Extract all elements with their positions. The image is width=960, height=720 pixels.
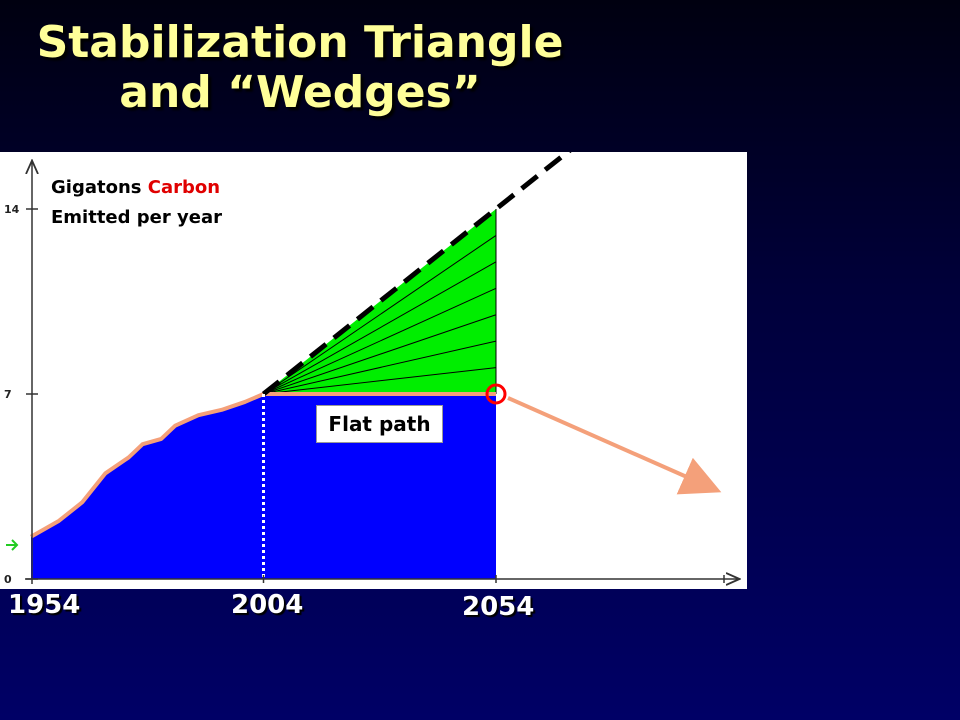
title-line-2: and “Wedges” bbox=[119, 67, 481, 118]
chart-panel: Gigatons Carbon Emitted per year 0 7 14 bbox=[0, 152, 747, 589]
wedge-divider bbox=[263, 340, 497, 395]
x-tick-label-2004: 2004 bbox=[231, 590, 304, 620]
slide-title: Stabilization Triangle and “Wedges” bbox=[0, 18, 600, 118]
wedge-divider bbox=[263, 261, 497, 395]
x-tick-label-2054: 2054 bbox=[462, 592, 535, 622]
y-axis-label-prefix: Gigatons bbox=[51, 177, 148, 198]
y-axis-label-line-2: Emitted per year bbox=[51, 207, 222, 228]
y-tick-label: 0 bbox=[4, 573, 12, 586]
wedge-divider bbox=[263, 287, 497, 395]
wedge-divider bbox=[263, 235, 497, 395]
wedge-divider bbox=[263, 367, 497, 395]
y-tick-label: 14 bbox=[4, 203, 20, 216]
y-axis-label-carbon: Carbon bbox=[148, 177, 220, 198]
start-indicator-arrow bbox=[6, 539, 19, 551]
x-tick-label-1954: 1954 bbox=[8, 590, 81, 620]
historical-emissions-area bbox=[31, 394, 264, 579]
business-as-usual-line bbox=[261, 152, 572, 396]
y-axis-label-line-1: Gigatons Carbon bbox=[51, 177, 220, 198]
wedge-divider bbox=[263, 314, 497, 395]
decline-arrow bbox=[507, 396, 722, 495]
historical-emissions-line bbox=[30, 392, 265, 539]
flat-path-label: Flat path bbox=[316, 405, 443, 443]
title-line-1: Stabilization Triangle bbox=[36, 17, 564, 68]
target-circle bbox=[485, 383, 507, 405]
stabilization-chart: Gigatons Carbon Emitted per year 0 7 14 bbox=[4, 152, 747, 586]
y-tick-label: 7 bbox=[4, 388, 12, 401]
